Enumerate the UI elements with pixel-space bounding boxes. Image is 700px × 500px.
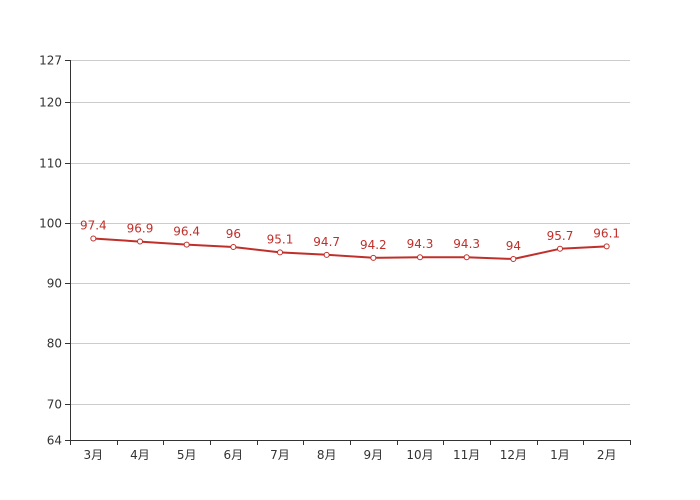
data-label: 95.7 bbox=[547, 229, 574, 243]
data-label: 96.9 bbox=[127, 222, 154, 236]
y-tick-label: 127 bbox=[39, 54, 62, 68]
x-tick-label: 4月 bbox=[130, 448, 150, 462]
data-label: 94.3 bbox=[407, 237, 434, 251]
x-tick-label: 7月 bbox=[270, 448, 290, 462]
data-label: 96.4 bbox=[173, 225, 200, 239]
series-group bbox=[90, 235, 610, 263]
y-tick-label: 80 bbox=[47, 337, 62, 351]
x-tick-label: 8月 bbox=[317, 448, 337, 462]
data-point bbox=[323, 251, 330, 258]
data-point bbox=[90, 235, 97, 242]
y-tick-label: 100 bbox=[39, 217, 62, 231]
data-label: 96 bbox=[226, 227, 241, 241]
x-tick-label: 11月 bbox=[453, 448, 480, 462]
y-tick-label: 120 bbox=[39, 96, 62, 110]
x-tick-label: 3月 bbox=[84, 448, 104, 462]
data-labels: 97.4 96.9 96.4 96 95.1 94.7 94.2 94.3 94.3 94 95.7… bbox=[80, 219, 620, 254]
data-point bbox=[137, 238, 143, 245]
data-label: 95.1 bbox=[267, 232, 294, 246]
x-tick-label: 9月 bbox=[364, 448, 384, 462]
grid-lines bbox=[70, 60, 630, 405]
x-tick-label: 12月 bbox=[500, 448, 527, 462]
data-label: 94 bbox=[506, 239, 521, 253]
y-tick-label: 110 bbox=[39, 157, 62, 171]
x-tick-label: 10月 bbox=[406, 448, 433, 462]
x-tick-label: 2月 bbox=[597, 448, 617, 462]
data-point bbox=[510, 256, 517, 263]
data-point bbox=[277, 249, 283, 256]
data-point bbox=[230, 243, 237, 250]
x-tick-labels: 3月 4月 5月 6月 7月 8月 9月 10月 11月 12月 1月 2月 bbox=[84, 448, 617, 462]
data-label: 96.1 bbox=[593, 226, 620, 240]
data-point bbox=[463, 254, 470, 261]
x-tick-label: 6月 bbox=[224, 448, 244, 462]
data-point bbox=[417, 254, 423, 261]
data-point bbox=[370, 254, 377, 261]
data-label: 97.4 bbox=[80, 219, 107, 233]
y-tick-label: 90 bbox=[47, 277, 62, 291]
x-tick-label: 5月 bbox=[177, 448, 197, 462]
data-label: 94.7 bbox=[313, 235, 340, 249]
axes bbox=[65, 60, 631, 445]
x-tick-label: 1月 bbox=[550, 448, 570, 462]
data-point bbox=[557, 245, 563, 252]
data-point bbox=[603, 243, 610, 250]
y-tick-labels: 64 70 80 90 100 110 120 127 bbox=[39, 54, 62, 448]
data-label: 94.3 bbox=[453, 237, 480, 251]
series-line bbox=[93, 237, 607, 260]
data-label: 94.2 bbox=[360, 238, 387, 252]
data-point bbox=[183, 241, 190, 248]
y-tick-label: 70 bbox=[47, 398, 62, 412]
y-tick-label: 64 bbox=[47, 434, 62, 448]
